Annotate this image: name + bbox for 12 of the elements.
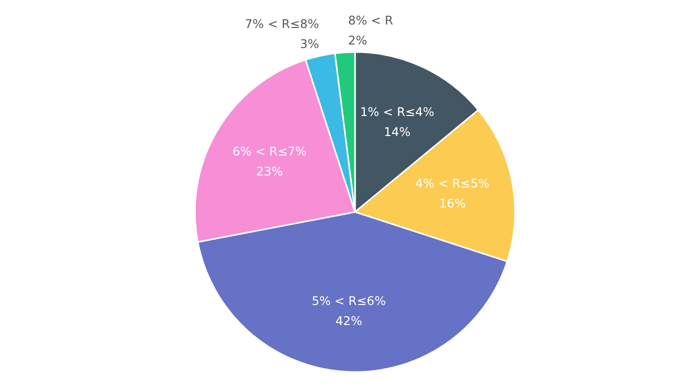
slice-label: 1% < R≤4% <box>360 105 434 120</box>
slice-label: 7% < R≤8% <box>244 17 320 32</box>
slice-label: 5% < R≤6% <box>312 294 386 308</box>
slice-label: 4% < R≤5% <box>415 176 490 190</box>
data-label: 3% <box>300 37 320 52</box>
data-label: 16% <box>439 196 466 210</box>
data-label: 14% <box>384 125 411 140</box>
slice-label: 8% < R <box>348 13 394 28</box>
slice-label: 6% < R≤7% <box>232 144 307 159</box>
data-label: 42% <box>335 314 362 328</box>
data-label: 23% <box>256 164 283 179</box>
data-label: 2% <box>348 33 368 48</box>
